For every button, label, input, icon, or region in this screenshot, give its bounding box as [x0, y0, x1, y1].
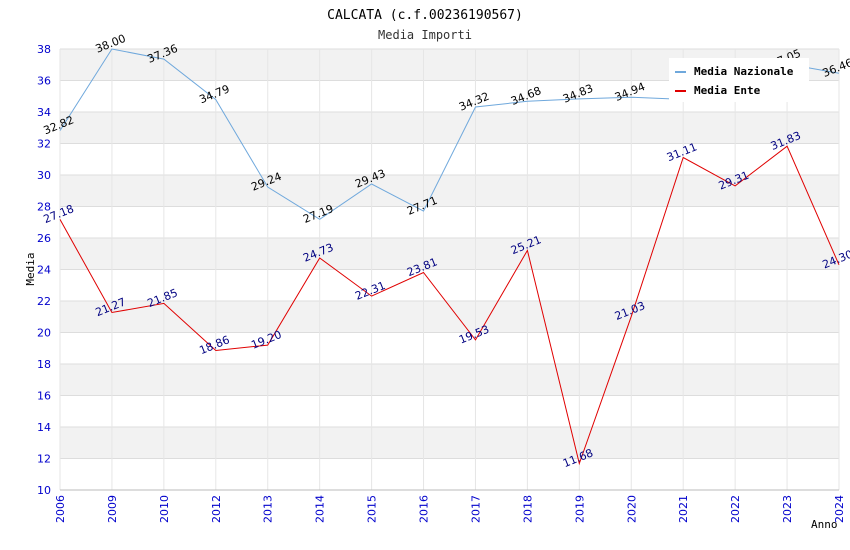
x-tick-label: 2019 [573, 495, 586, 523]
y-tick-label: 28 [37, 201, 51, 214]
x-tick-label: 2021 [677, 495, 690, 523]
y-tick-label: 20 [37, 327, 51, 340]
x-tick-label: 2023 [781, 495, 794, 523]
grid-band [60, 269, 839, 301]
chart-subtitle: Media Importi [378, 28, 472, 42]
x-axis-label: Anno [811, 518, 838, 531]
grid-band [60, 427, 839, 459]
x-tick-label: 2016 [418, 495, 431, 523]
chart-title: CALCATA (c.f.00236190567) [327, 8, 523, 23]
y-tick-label: 22 [37, 295, 51, 308]
x-tick-label: 2020 [625, 495, 638, 523]
grid-band [60, 364, 839, 396]
y-tick-label: 38 [37, 43, 51, 56]
x-axis-ticks: 2006 2009 2010 2012 2013 2014 2015 2016 2017 2018… [54, 495, 846, 523]
y-tick-label: 12 [37, 453, 51, 466]
legend: Media Nazionale Media Ente [669, 58, 809, 102]
grid-band [60, 332, 839, 364]
y-tick-label: 36 [37, 75, 51, 88]
legend-entry: Media Ente [694, 84, 761, 97]
grid-band [60, 206, 839, 238]
x-tick-label: 2017 [469, 495, 482, 523]
grid-band [60, 175, 839, 207]
y-tick-label: 26 [37, 232, 51, 245]
grid-lines [59, 48, 840, 491]
x-tick-label: 2006 [54, 495, 67, 523]
y-axis-ticks: 10 12 14 16 18 20 22 24 26 28 30 32 34 36 38 [37, 43, 51, 497]
series-line-1 [59, 145, 840, 466]
y-tick-label: 16 [37, 390, 51, 403]
x-tick-label: 2012 [210, 495, 223, 523]
grid-bands [60, 49, 839, 490]
x-tick-label: 2024 [833, 495, 846, 523]
x-tick-label: 2013 [262, 495, 275, 523]
grid-band [60, 458, 839, 490]
x-tick-label: 2014 [314, 495, 327, 523]
legend-box [669, 58, 809, 102]
y-tick-label: 10 [37, 484, 51, 497]
y-tick-label: 14 [37, 421, 51, 434]
grid-band [60, 395, 839, 427]
x-tick-label: 2022 [729, 495, 742, 523]
y-tick-label: 18 [37, 358, 51, 371]
grid-band [60, 112, 839, 144]
x-tick-label: 2018 [521, 495, 534, 523]
grid-band [60, 238, 839, 270]
y-axis-label: Media [24, 252, 37, 285]
x-tick-label: 2009 [106, 495, 119, 523]
x-tick-label: 2015 [366, 495, 379, 523]
y-tick-label: 34 [37, 106, 51, 119]
y-tick-label: 30 [37, 169, 51, 182]
y-tick-label: 24 [37, 264, 51, 277]
x-tick-label: 2010 [158, 495, 171, 523]
legend-entry: Media Nazionale [694, 65, 794, 78]
y-tick-label: 32 [37, 138, 51, 151]
